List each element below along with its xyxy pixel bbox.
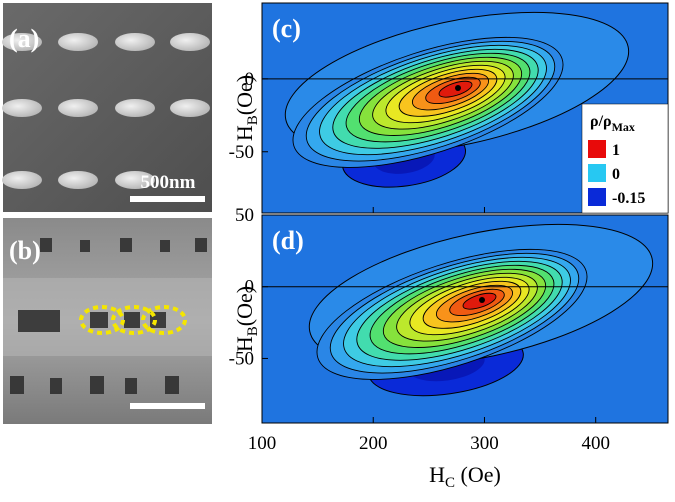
legend-swatch	[588, 164, 606, 182]
y-tick-label: -50	[229, 348, 254, 369]
y-tick-label: 0	[245, 69, 255, 90]
panel-label: (a)	[9, 24, 39, 53]
legend-label: 0	[612, 166, 620, 183]
forc-map	[262, 215, 668, 423]
legend-label: -0.15	[612, 190, 645, 207]
forc-map	[262, 3, 668, 213]
micrograph-b	[3, 218, 212, 424]
panel-label: (d)	[272, 226, 304, 255]
x-axis-unit: (Oe)	[455, 462, 501, 487]
y-axis-sub: B	[245, 115, 261, 125]
x-axis-main: H	[429, 462, 445, 487]
y-axis-main: H	[232, 125, 257, 141]
x-axis-title: HC (Oe)	[429, 462, 501, 491]
legend-title-main: ρ/ρ	[590, 113, 612, 130]
legend-swatch	[588, 188, 606, 206]
legend-title-sub: Max	[612, 120, 635, 134]
x-tick-label: 400	[581, 433, 610, 454]
maximum	[455, 85, 461, 91]
y-tick-label: 0	[245, 277, 255, 298]
legend-title: ρ/ρMax	[590, 113, 635, 134]
micrograph-a	[2, 3, 212, 212]
y-axis-main: H	[232, 336, 257, 352]
y-axis-unit: (Oe)	[232, 286, 257, 326]
y-tick-label: 50	[235, 205, 254, 226]
maximum	[479, 297, 485, 303]
panel-label: (b)	[9, 236, 41, 265]
y-axis-sub: B	[245, 326, 261, 336]
x-tick-label: 300	[470, 433, 499, 454]
x-axis-sub: C	[445, 475, 455, 491]
y-axis-title: HB(Oe)	[232, 286, 261, 352]
panel-label: (c)	[272, 14, 301, 43]
plot-frame	[261, 214, 669, 424]
legend-label: 1	[612, 142, 620, 159]
scale-bar-label: 500nm	[141, 172, 196, 193]
y-axis-title: HB(Oe)	[232, 75, 261, 141]
y-axis-unit: (Oe)	[232, 75, 257, 115]
legend-swatch	[588, 140, 606, 158]
x-tick-label: 100	[248, 433, 277, 454]
y-tick-label: -50	[229, 142, 254, 163]
x-tick-label: 200	[359, 433, 388, 454]
